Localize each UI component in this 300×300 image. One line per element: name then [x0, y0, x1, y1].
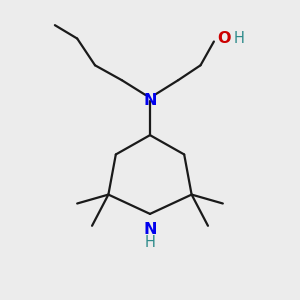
Text: N: N	[143, 94, 157, 109]
Text: H: H	[145, 235, 155, 250]
Text: H: H	[234, 31, 245, 46]
Text: N: N	[143, 222, 157, 237]
Text: O: O	[218, 31, 231, 46]
